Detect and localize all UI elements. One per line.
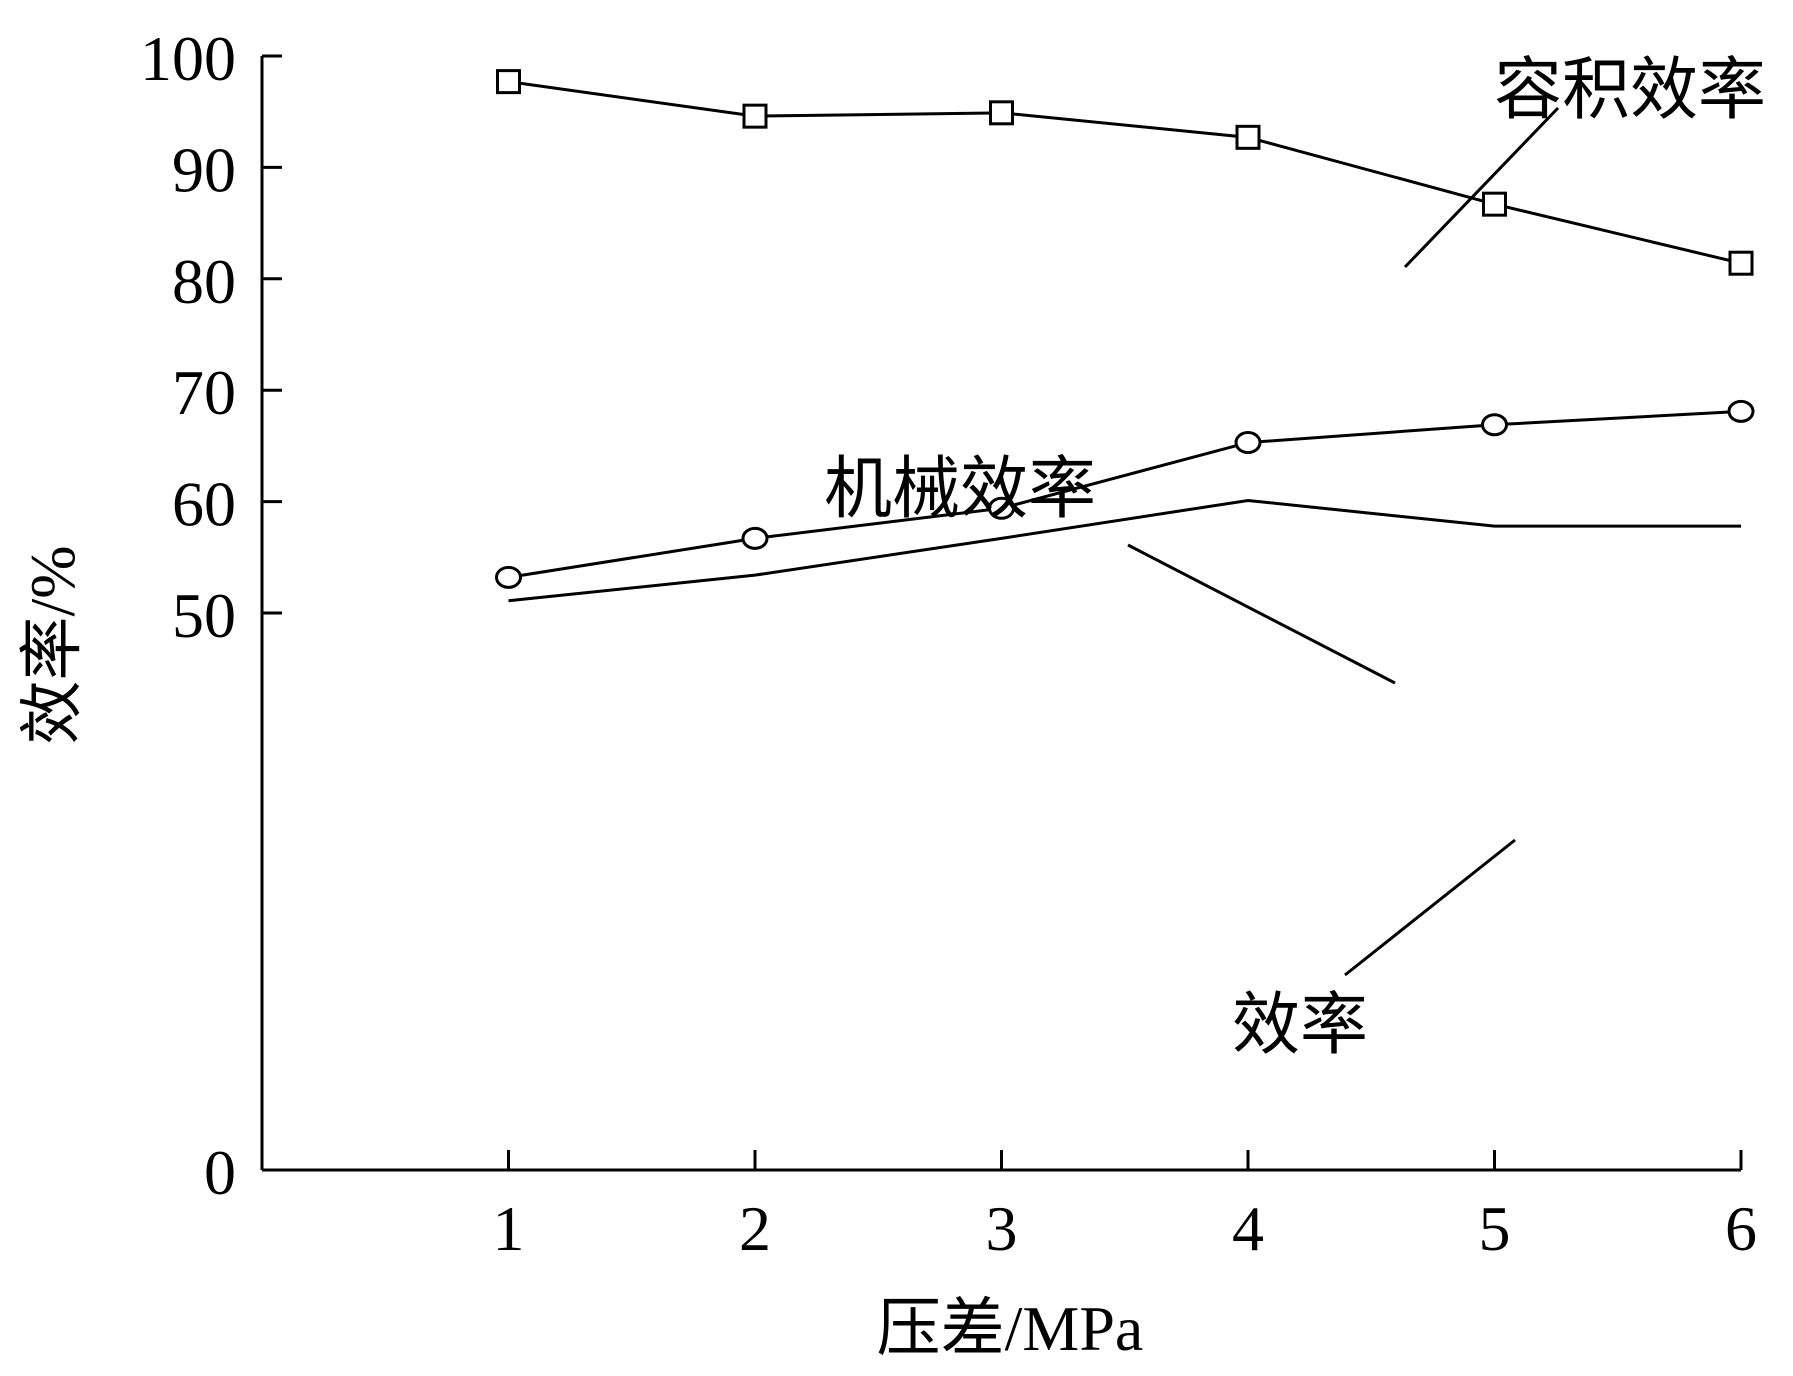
volumetric-efficiency-label: 容积效率 bbox=[1494, 52, 1766, 128]
y-tick-label-100: 100 bbox=[140, 23, 236, 94]
y-tick-label-90: 90 bbox=[172, 134, 236, 205]
mechanical-efficiency-point-3 bbox=[988, 496, 1015, 520]
x-tick-label-2: 2 bbox=[739, 1193, 771, 1264]
mechanical-efficiency-point-2 bbox=[741, 526, 769, 550]
volumetric-efficiency-point-1 bbox=[496, 69, 521, 95]
mechanical-efficiency-point-5 bbox=[1481, 413, 1508, 437]
volumetric-efficiency-leader bbox=[1403, 106, 1560, 269]
y-axis-label: 效率/% bbox=[17, 545, 88, 744]
mechanical-efficiency-point-1 bbox=[495, 565, 522, 589]
y-tick-label-60: 60 bbox=[172, 469, 236, 540]
volumetric-efficiency-point-3 bbox=[989, 100, 1014, 126]
x-tick-label-1: 1 bbox=[493, 1193, 525, 1264]
mechanical-efficiency-leader bbox=[1127, 543, 1396, 685]
y-tick-label-50: 50 bbox=[172, 580, 236, 651]
y-tick-label-80: 80 bbox=[172, 246, 236, 317]
mechanical-efficiency-point-6 bbox=[1727, 399, 1755, 423]
x-tick-label-3: 3 bbox=[986, 1193, 1018, 1264]
mechanical-efficiency-line bbox=[508, 409, 1742, 579]
mechanical-efficiency-label: 机械效率 bbox=[824, 451, 1096, 527]
volumetric-efficiency-point-2 bbox=[742, 103, 768, 129]
volumetric-efficiency-point-5 bbox=[1482, 191, 1507, 217]
overall-efficiency-line bbox=[508, 498, 1741, 603]
axes bbox=[260, 56, 1741, 1172]
volumetric-efficiency-line bbox=[508, 80, 1742, 265]
y-tick-label-0: 0 bbox=[204, 1137, 236, 1208]
leader-lines bbox=[1127, 106, 1560, 977]
y-ticks: 0 50 60 70 80 90 100 bbox=[140, 23, 282, 1208]
markers bbox=[495, 69, 1755, 589]
mechanical-efficiency-point-4 bbox=[1234, 431, 1262, 455]
x-tick-label-6: 6 bbox=[1725, 1193, 1757, 1264]
x-tick-label-5: 5 bbox=[1479, 1193, 1511, 1264]
series-lines bbox=[508, 80, 1742, 603]
volumetric-efficiency-point-6 bbox=[1728, 250, 1754, 276]
x-axis-label: 压差/MPa bbox=[877, 1293, 1144, 1364]
x-tick-label-4: 4 bbox=[1232, 1193, 1264, 1264]
y-tick-label-70: 70 bbox=[172, 357, 236, 428]
volumetric-efficiency-point-4 bbox=[1235, 124, 1261, 150]
overall-efficiency-leader bbox=[1344, 838, 1516, 977]
overall-efficiency-label: 效率 bbox=[1232, 987, 1368, 1063]
x-ticks: 1 2 3 4 5 6 bbox=[493, 1150, 1757, 1264]
